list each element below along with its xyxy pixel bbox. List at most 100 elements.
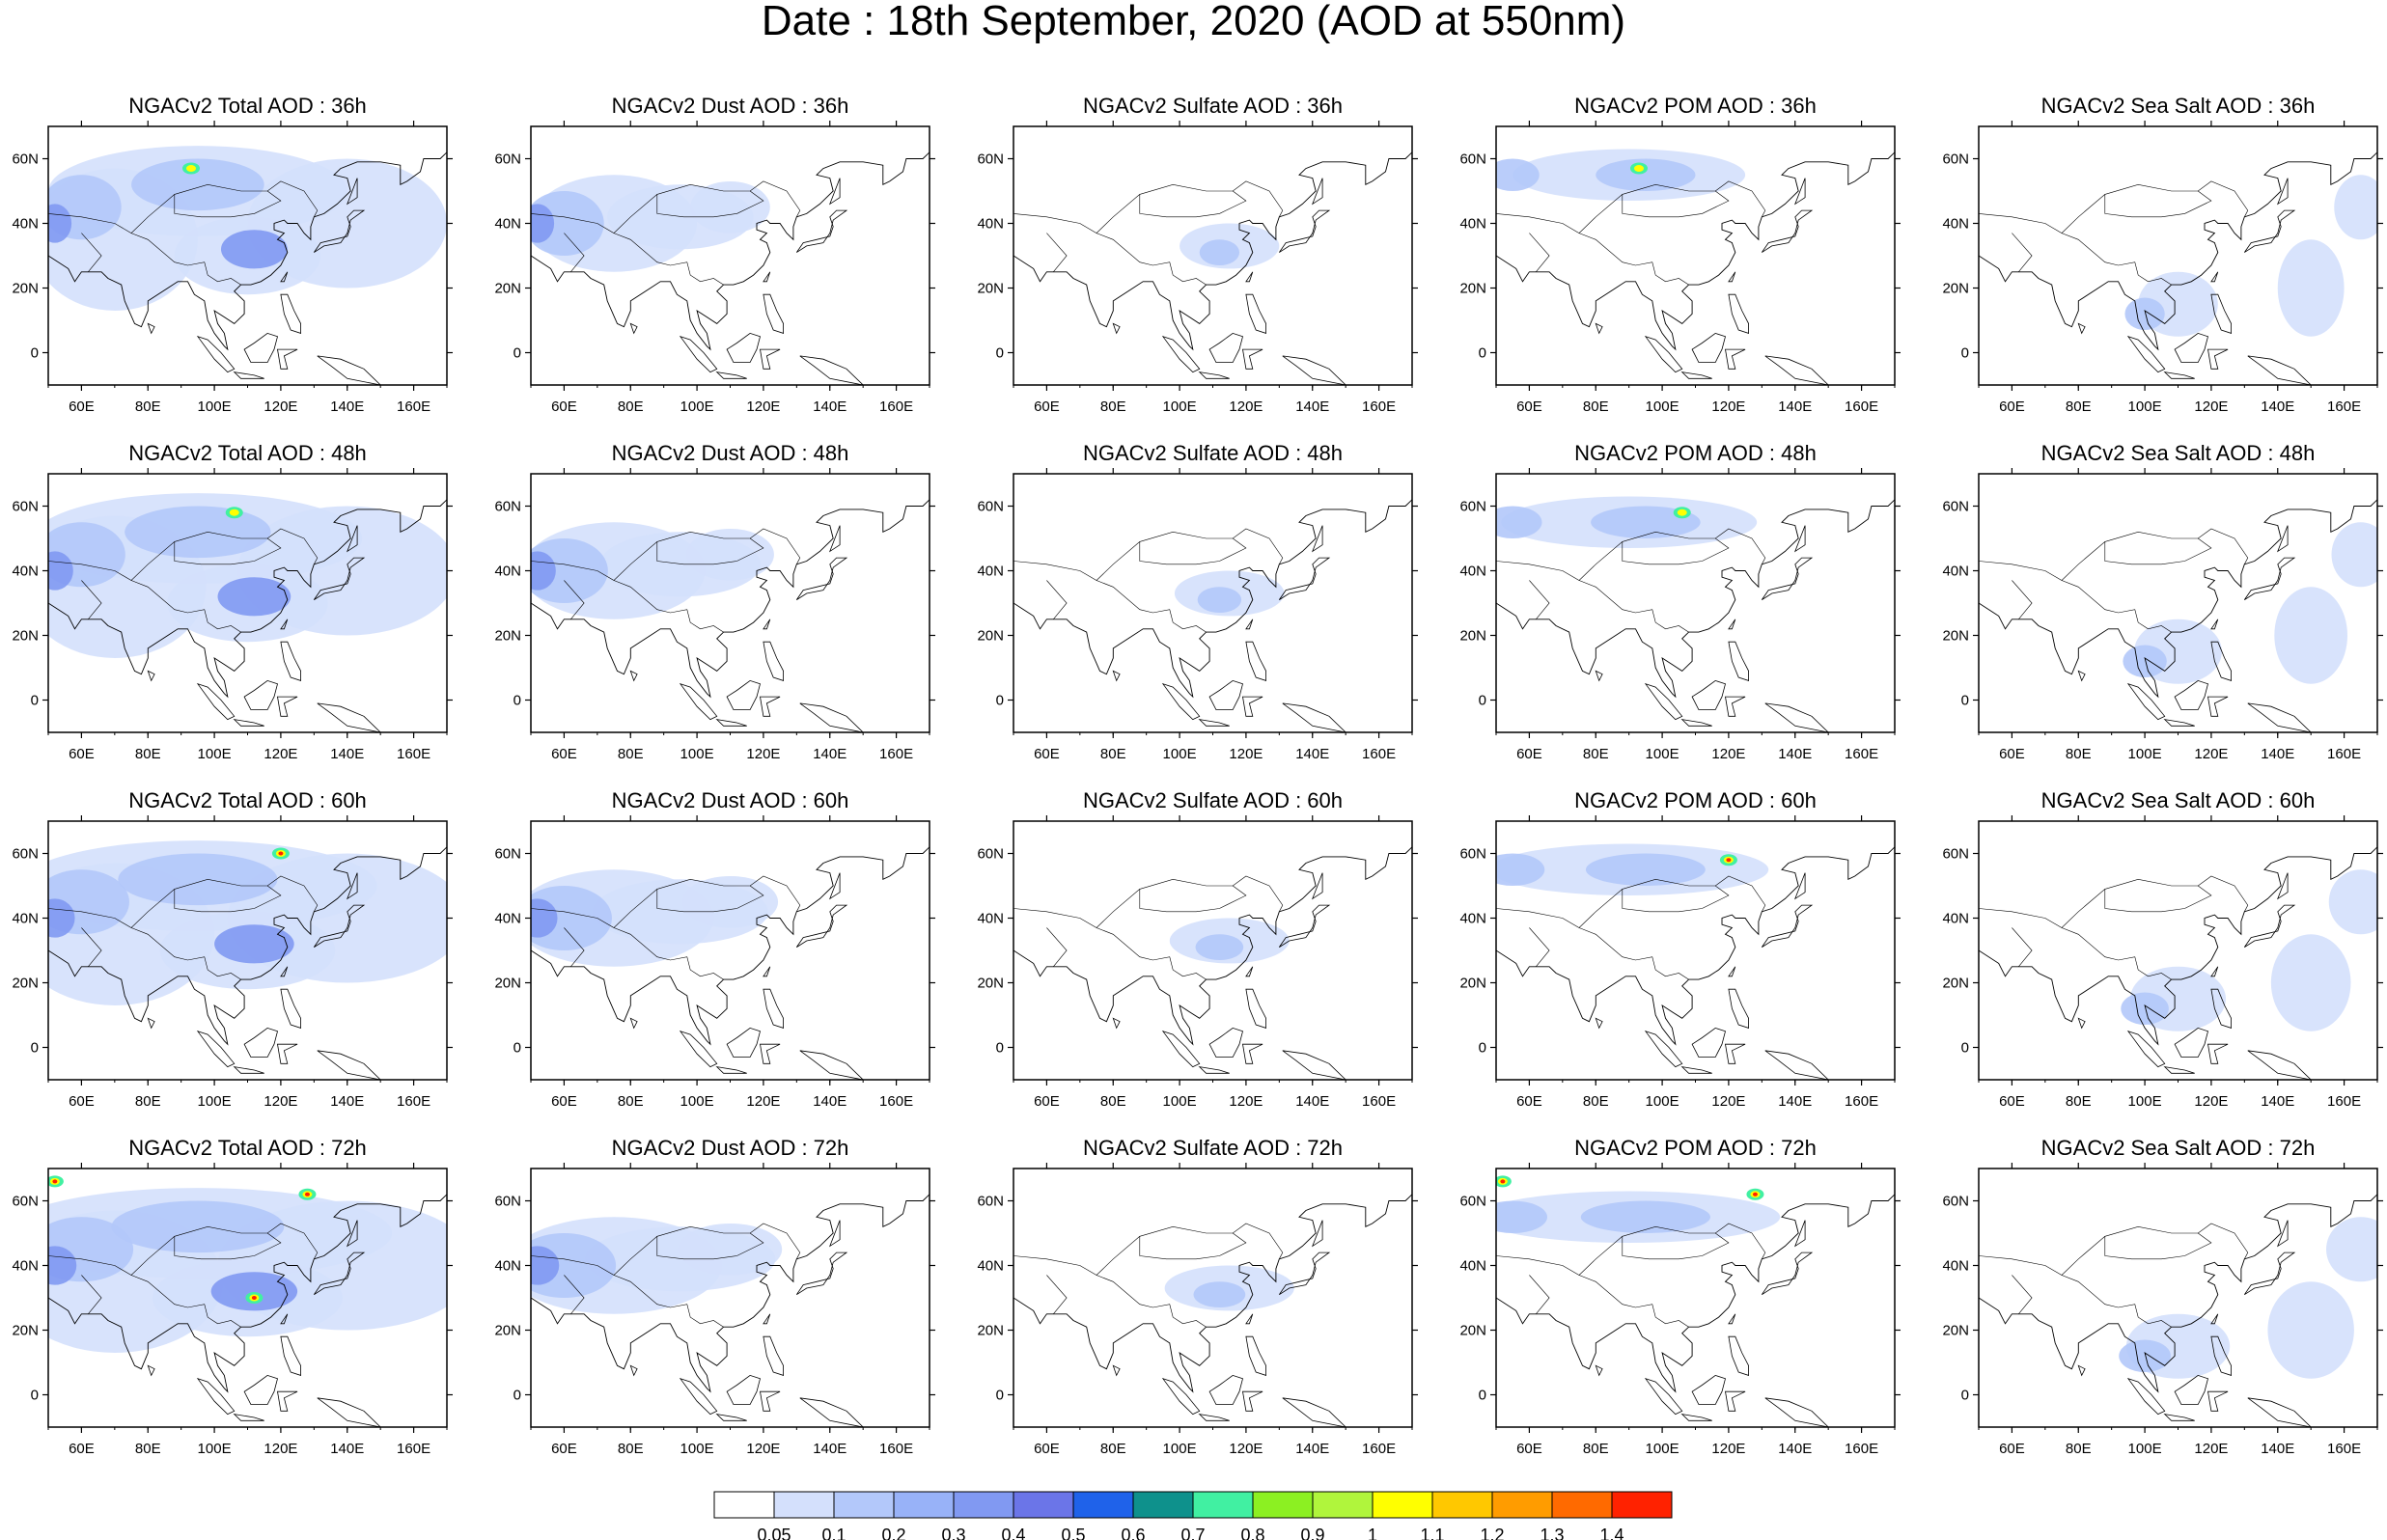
island-outline xyxy=(2077,670,2086,682)
island-outline xyxy=(1112,670,1121,682)
y-tick-label: 40N xyxy=(1942,1258,1969,1275)
island-outline xyxy=(317,355,381,385)
map-panel: NGACv2 POM AOD : 36h 60E 80E 100E 120E 140E 16… xyxy=(1459,94,1901,415)
island-outline xyxy=(1245,641,1266,681)
x-tick-label: 60E xyxy=(1516,1441,1542,1457)
y-tick-label: 20N xyxy=(1459,976,1486,992)
island-outline xyxy=(313,1251,366,1296)
x-tick-label: 160E xyxy=(879,1093,913,1110)
y-tick-label: 20N xyxy=(494,628,521,645)
colorbar-label: 0.05 xyxy=(757,1526,791,1540)
island-outline xyxy=(760,1390,781,1412)
country-border xyxy=(2061,1275,2172,1328)
coastline xyxy=(1013,151,1412,351)
x-tick-label: 140E xyxy=(1295,746,1329,762)
y-tick-label: 60N xyxy=(1942,1194,1969,1210)
panel-title: NGACv2 Total AOD : 60h xyxy=(128,788,367,812)
x-tick-label: 160E xyxy=(397,746,430,762)
x-tick-label: 140E xyxy=(813,399,847,415)
aod-field xyxy=(531,1194,930,1427)
x-tick-label: 80E xyxy=(135,1441,161,1457)
aod-field xyxy=(1496,496,1895,732)
panel-title: NGACv2 POM AOD : 48h xyxy=(1574,441,1817,465)
island-outline xyxy=(2077,1364,2086,1377)
country-border xyxy=(2012,927,2033,967)
x-tick-label: 100E xyxy=(1646,399,1679,415)
y-tick-label: 40N xyxy=(12,564,39,580)
island-outline xyxy=(2163,1413,2195,1421)
y-tick-label: 60N xyxy=(1942,499,1969,515)
island-outline xyxy=(2126,336,2166,373)
island-outline xyxy=(799,355,864,385)
map-panel: NGACv2 Sea Salt AOD : 48h 60E 80E 100E 120E 1… xyxy=(1942,441,2383,762)
x-tick-label: 60E xyxy=(1516,1093,1542,1110)
island-outline xyxy=(726,1027,761,1058)
colorbar-label: 0.6 xyxy=(1121,1526,1145,1540)
coastline xyxy=(1979,1194,2377,1393)
country-border xyxy=(656,885,764,913)
aod-peak-core xyxy=(1633,165,1644,173)
aod-plume xyxy=(1496,506,1542,538)
aod-peak-max xyxy=(304,1192,310,1196)
aod-plume xyxy=(118,853,278,906)
x-tick-label: 120E xyxy=(264,399,297,415)
island-outline xyxy=(799,1397,864,1427)
x-tick-label: 140E xyxy=(1295,1093,1329,1110)
island-outline xyxy=(346,525,358,553)
island-outline xyxy=(760,1043,781,1064)
island-outline xyxy=(1725,696,1746,717)
island-outline xyxy=(1680,718,1712,727)
island-outline xyxy=(1242,1043,1263,1064)
x-tick-label: 60E xyxy=(69,746,95,762)
country-border xyxy=(81,1275,102,1314)
panel-title: NGACv2 Sulfate AOD : 60h xyxy=(1083,788,1343,812)
country-border xyxy=(613,927,724,980)
island-outline xyxy=(1728,966,1736,977)
country-border xyxy=(613,233,724,286)
island-outline xyxy=(346,178,358,206)
colorbar-label: 1.4 xyxy=(1599,1526,1624,1540)
x-tick-label: 80E xyxy=(1100,1441,1126,1457)
y-tick-label: 0 xyxy=(996,693,1004,709)
aod-plume xyxy=(111,1200,285,1253)
y-tick-label: 0 xyxy=(31,693,39,709)
y-tick-label: 60N xyxy=(12,1194,39,1210)
aod-plume xyxy=(531,886,612,950)
x-tick-label: 120E xyxy=(1229,399,1263,415)
colorbar-swatch xyxy=(1551,1491,1613,1519)
aod-field xyxy=(48,840,447,1080)
colorbar-label: 0.2 xyxy=(881,1526,905,1540)
aod-plume xyxy=(1596,158,1696,191)
country-border xyxy=(1139,537,1247,565)
aod-plume xyxy=(2326,1217,2377,1282)
coastline xyxy=(48,1194,447,1393)
y-tick-label: 60N xyxy=(494,846,521,863)
country-border xyxy=(656,537,764,565)
country-border xyxy=(81,233,102,272)
island-outline xyxy=(1282,1397,1346,1427)
aod-plume xyxy=(531,204,555,243)
coastline xyxy=(48,846,447,1046)
x-tick-label: 160E xyxy=(1362,399,1396,415)
island-outline xyxy=(828,872,841,900)
aod-plume xyxy=(1197,587,1242,614)
y-tick-label: 0 xyxy=(31,345,39,362)
y-tick-label: 40N xyxy=(1459,911,1486,927)
country-border xyxy=(1622,537,1730,565)
colorbar-swatch xyxy=(1372,1491,1433,1519)
map-panel: NGACv2 Sulfate AOD : 72h 60E 80E 100E 120E 14… xyxy=(977,1136,1418,1457)
aod-field xyxy=(1979,499,2377,732)
island-outline xyxy=(233,1065,264,1074)
y-tick-label: 20N xyxy=(12,1323,39,1339)
y-tick-label: 0 xyxy=(996,345,1004,362)
x-tick-label: 100E xyxy=(1163,1093,1197,1110)
map-panel: NGACv2 Sulfate AOD : 36h 60E 80E 100E 120E 14… xyxy=(977,94,1418,415)
aod-plume xyxy=(531,898,558,938)
y-tick-label: 40N xyxy=(12,216,39,233)
island-outline xyxy=(2210,293,2233,334)
island-outline xyxy=(795,904,848,948)
island-outline xyxy=(1198,1065,1230,1074)
map-panel: NGACv2 Total AOD : 36h 60E 80E 100E 120E 140E… xyxy=(12,94,453,415)
y-tick-label: 20N xyxy=(12,976,39,992)
island-outline xyxy=(1112,322,1121,335)
